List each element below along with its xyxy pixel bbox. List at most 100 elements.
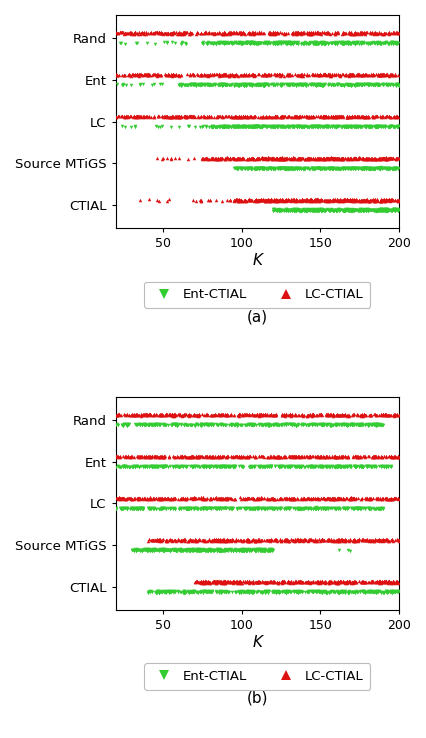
Point (232, 544, 239, 556)
Point (271, 111, 278, 123)
Point (130, 28, 137, 40)
Point (384, 534, 391, 545)
Point (208, 121, 215, 133)
Point (237, 79, 244, 91)
Point (244, 69, 251, 80)
Point (374, 69, 381, 81)
Point (256, 193, 263, 205)
Point (122, 493, 129, 505)
Point (311, 79, 318, 91)
Point (310, 408, 317, 420)
Point (258, 121, 265, 133)
Point (291, 80, 297, 92)
Point (361, 194, 368, 206)
Point (367, 493, 374, 505)
Point (239, 111, 246, 123)
Point (341, 120, 348, 132)
Point (313, 418, 320, 430)
Point (232, 111, 239, 123)
Point (145, 493, 152, 505)
Point (153, 461, 160, 473)
Point (370, 586, 377, 598)
Point (235, 410, 242, 421)
Point (313, 79, 320, 91)
Point (208, 545, 215, 556)
Point (381, 204, 388, 216)
Point (388, 534, 394, 545)
Point (345, 36, 351, 48)
Point (295, 120, 302, 131)
Point (373, 586, 380, 598)
Point (354, 586, 361, 598)
Point (158, 27, 164, 38)
Point (249, 162, 256, 174)
Point (349, 576, 356, 587)
Point (351, 586, 358, 598)
Point (216, 110, 223, 122)
Point (335, 492, 342, 504)
Point (271, 503, 277, 514)
Point (112, 111, 119, 123)
Point (369, 27, 376, 39)
Point (372, 121, 379, 133)
Point (314, 502, 320, 514)
Point (164, 544, 170, 556)
Point (210, 419, 216, 431)
Point (219, 586, 225, 598)
Point (180, 419, 187, 431)
Point (239, 152, 246, 164)
Point (142, 418, 149, 430)
Point (176, 121, 182, 133)
Point (246, 576, 253, 588)
Point (362, 204, 369, 216)
Point (253, 80, 260, 92)
Point (312, 110, 319, 122)
Point (142, 419, 149, 431)
Point (325, 162, 332, 174)
Point (134, 544, 141, 556)
Point (316, 410, 323, 421)
Point (277, 451, 284, 463)
Point (385, 152, 391, 164)
Point (282, 36, 288, 48)
Point (329, 120, 336, 132)
Point (276, 205, 282, 217)
Point (297, 69, 304, 80)
Point (237, 450, 244, 462)
Point (363, 152, 369, 164)
Point (201, 534, 208, 546)
Point (259, 503, 265, 514)
Point (173, 410, 180, 421)
Point (275, 163, 282, 175)
Point (298, 534, 305, 545)
Point (190, 451, 197, 463)
Point (222, 534, 229, 546)
Point (365, 587, 371, 599)
Point (344, 163, 351, 175)
Point (278, 451, 285, 463)
Point (309, 418, 316, 430)
Point (369, 37, 376, 49)
Point (174, 420, 181, 432)
Point (172, 418, 179, 430)
Point (200, 544, 207, 556)
Point (248, 194, 254, 206)
Point (276, 204, 283, 215)
Point (143, 69, 150, 80)
Point (294, 152, 301, 164)
Point (277, 576, 284, 587)
Point (242, 576, 248, 588)
Point (355, 69, 362, 80)
Point (232, 121, 239, 133)
Point (163, 544, 170, 556)
Point (221, 576, 227, 587)
Point (233, 37, 239, 49)
Point (383, 68, 390, 80)
Point (200, 79, 207, 91)
Point (199, 38, 205, 49)
Point (132, 502, 138, 514)
Point (262, 78, 268, 90)
Point (280, 27, 287, 39)
Point (302, 419, 309, 431)
Point (349, 195, 356, 207)
